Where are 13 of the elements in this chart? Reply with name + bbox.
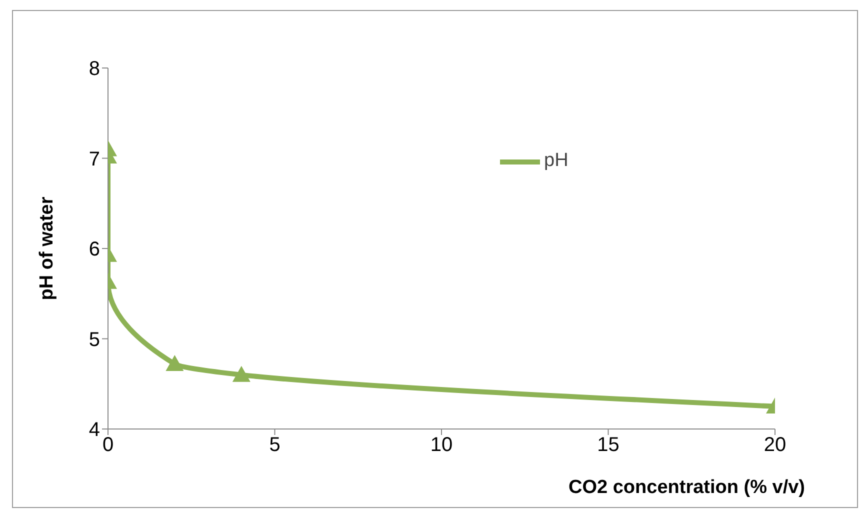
x-tick-label: 10 <box>430 434 453 456</box>
x-tick-label: 15 <box>597 434 620 456</box>
x-tick-label: 0 <box>102 434 114 456</box>
y-tick-label: 4 <box>88 419 100 442</box>
x-tick-label: 5 <box>269 434 280 456</box>
x-tick-label: 20 <box>764 434 786 456</box>
legend-label: pH <box>544 150 568 172</box>
y-tick-label: 7 <box>88 148 100 170</box>
y-axis-title: pH of water <box>36 196 58 300</box>
y-tick-label: 6 <box>88 238 100 261</box>
y-tick-label: 5 <box>88 328 100 351</box>
y-tick-label: 8 <box>88 58 100 80</box>
x-axis-title: CO2 concentration (% v/v) <box>568 477 805 498</box>
